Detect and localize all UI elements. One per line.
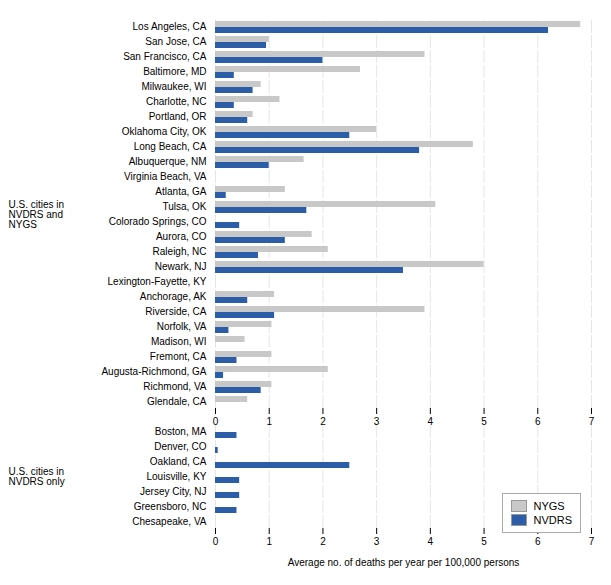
- svg-text:Louisville, KY: Louisville, KY: [146, 471, 206, 482]
- svg-text:Charlotte, NC: Charlotte, NC: [146, 96, 207, 107]
- svg-text:Virginia Beach, VA: Virginia Beach, VA: [124, 171, 207, 182]
- svg-text:Baltimore, MD: Baltimore, MD: [143, 66, 206, 77]
- svg-text:Richmond, VA: Richmond, VA: [143, 381, 207, 392]
- svg-text:Albuquerque, NM: Albuquerque, NM: [129, 156, 207, 167]
- svg-text:4: 4: [428, 416, 434, 427]
- svg-text:Denver, CO: Denver, CO: [154, 441, 206, 452]
- svg-text:Augusta-Richmond, GA: Augusta-Richmond, GA: [101, 366, 206, 377]
- svg-text:Portland, OR: Portland, OR: [149, 111, 207, 122]
- svg-text:Atlanta, GA: Atlanta, GA: [155, 186, 206, 197]
- svg-text:Fremont, CA: Fremont, CA: [150, 351, 207, 362]
- svg-text:5: 5: [481, 416, 487, 427]
- svg-text:Glendale, CA: Glendale, CA: [147, 396, 207, 407]
- svg-text:3: 3: [374, 416, 380, 427]
- svg-text:San Francisco, CA: San Francisco, CA: [123, 51, 207, 62]
- svg-text:0: 0: [213, 416, 219, 427]
- svg-text:2: 2: [320, 416, 326, 427]
- html-text:NVDRS: NVDRS: [533, 514, 572, 526]
- svg-text:Aurora, CO: Aurora, CO: [156, 231, 207, 242]
- svg-text:Milwaukee, WI: Milwaukee, WI: [141, 81, 206, 92]
- svg-text:San Jose, CA: San Jose, CA: [145, 36, 206, 47]
- svg-text:3: 3: [374, 536, 380, 547]
- svg-text:Jersey City, NJ: Jersey City, NJ: [140, 486, 207, 497]
- svg-text:7: 7: [589, 536, 595, 547]
- svg-text:U.S. cities inNVDRS only: U.S. cities inNVDRS only: [9, 466, 65, 487]
- svg-text:Average no. of deaths per year: Average no. of deaths per year per 100,0…: [288, 557, 520, 568]
- svg-text:Madison, WI: Madison, WI: [151, 336, 207, 347]
- svg-text:Raleigh, NC: Raleigh, NC: [153, 246, 207, 257]
- svg-text:7: 7: [589, 416, 595, 427]
- svg-text:6: 6: [535, 536, 541, 547]
- svg-text:U.S. cities inNVDRS andNYGS: U.S. cities inNVDRS andNYGS: [9, 199, 65, 230]
- svg-text:Lexington-Fayette, KY: Lexington-Fayette, KY: [108, 276, 207, 287]
- svg-text:Oklahoma City, OK: Oklahoma City, OK: [122, 126, 207, 137]
- svg-text:Oakland, CA: Oakland, CA: [150, 456, 207, 467]
- svg-text:Boston, MA: Boston, MA: [155, 426, 207, 437]
- svg-text:Newark, NJ: Newark, NJ: [155, 261, 207, 272]
- svg-text:Norfolk, VA: Norfolk, VA: [157, 321, 207, 332]
- svg-text:Long Beach, CA: Long Beach, CA: [134, 141, 207, 152]
- html-text:NYGS: NYGS: [533, 500, 565, 512]
- svg-text:Los Angeles, CA: Los Angeles, CA: [133, 21, 207, 32]
- svg-text:Chesapeake, VA: Chesapeake, VA: [132, 516, 207, 527]
- svg-text:4: 4: [428, 536, 434, 547]
- svg-text:Anchorage, AK: Anchorage, AK: [140, 291, 207, 302]
- svg-text:1: 1: [266, 536, 272, 547]
- svg-text:1: 1: [266, 416, 272, 427]
- svg-text:5: 5: [481, 536, 487, 547]
- svg-text:Riverside, CA: Riverside, CA: [145, 306, 206, 317]
- svg-text:2: 2: [320, 536, 326, 547]
- svg-text:0: 0: [213, 536, 219, 547]
- svg-text:Colorado Springs, CO: Colorado Springs, CO: [109, 216, 207, 227]
- svg-text:6: 6: [535, 416, 541, 427]
- svg-text:Greensboro, NC: Greensboro, NC: [134, 501, 207, 512]
- svg-text:Tulsa, OK: Tulsa, OK: [162, 201, 206, 212]
